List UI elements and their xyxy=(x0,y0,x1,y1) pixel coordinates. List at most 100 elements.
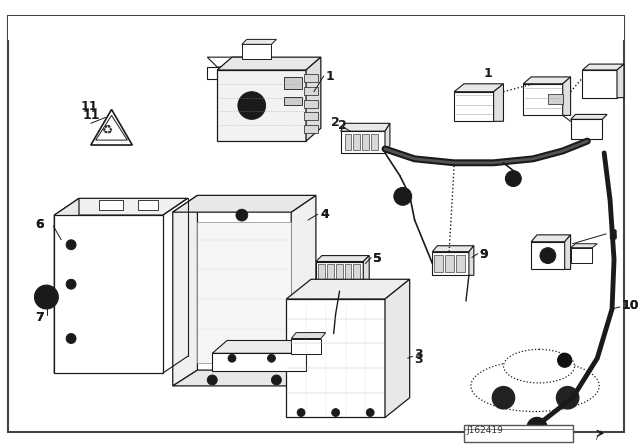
Text: 1: 1 xyxy=(326,70,335,83)
Bar xyxy=(316,262,364,291)
Bar xyxy=(8,16,624,40)
Circle shape xyxy=(532,422,542,432)
Bar xyxy=(571,119,602,139)
Polygon shape xyxy=(493,84,504,121)
Circle shape xyxy=(506,171,521,186)
Polygon shape xyxy=(364,256,369,291)
Polygon shape xyxy=(571,244,597,248)
Circle shape xyxy=(540,248,556,263)
Polygon shape xyxy=(286,279,410,299)
Circle shape xyxy=(228,354,236,362)
Bar xyxy=(340,131,385,153)
Circle shape xyxy=(207,375,217,385)
Polygon shape xyxy=(197,222,291,363)
Circle shape xyxy=(271,375,282,385)
Polygon shape xyxy=(306,57,321,141)
Text: 5: 5 xyxy=(373,252,382,265)
Bar xyxy=(456,254,465,272)
Bar xyxy=(212,353,306,371)
Bar xyxy=(531,242,564,269)
Bar xyxy=(571,248,592,263)
Bar xyxy=(304,125,318,133)
Circle shape xyxy=(244,98,260,113)
Bar xyxy=(207,67,262,79)
Polygon shape xyxy=(173,370,316,386)
Circle shape xyxy=(66,240,76,250)
Circle shape xyxy=(556,386,579,409)
Text: ♻: ♻ xyxy=(102,123,113,136)
Bar xyxy=(362,134,369,150)
Text: ╱: ╱ xyxy=(595,431,600,439)
Polygon shape xyxy=(524,77,571,84)
Text: 11: 11 xyxy=(83,109,100,122)
Polygon shape xyxy=(242,39,276,44)
Polygon shape xyxy=(217,70,306,141)
Text: 9: 9 xyxy=(480,248,488,261)
Circle shape xyxy=(366,409,374,417)
Bar xyxy=(344,264,351,288)
Bar xyxy=(454,92,493,121)
Polygon shape xyxy=(173,195,316,212)
Polygon shape xyxy=(617,64,624,98)
Bar xyxy=(464,426,573,442)
Polygon shape xyxy=(54,198,188,215)
Circle shape xyxy=(394,187,412,205)
Text: 7: 7 xyxy=(36,311,44,324)
Ellipse shape xyxy=(471,360,599,412)
Polygon shape xyxy=(207,57,266,67)
Bar xyxy=(435,254,444,272)
Polygon shape xyxy=(531,235,571,242)
Circle shape xyxy=(492,386,515,409)
Text: 10: 10 xyxy=(622,299,639,312)
Bar xyxy=(304,99,318,108)
Bar xyxy=(284,97,302,104)
Polygon shape xyxy=(469,246,474,276)
Polygon shape xyxy=(96,116,127,140)
Polygon shape xyxy=(454,84,504,92)
Polygon shape xyxy=(212,340,321,353)
Polygon shape xyxy=(316,256,369,262)
Circle shape xyxy=(238,92,266,119)
Polygon shape xyxy=(291,195,316,386)
Circle shape xyxy=(297,409,305,417)
Ellipse shape xyxy=(504,349,575,383)
Circle shape xyxy=(66,279,76,289)
Bar xyxy=(284,77,302,89)
Circle shape xyxy=(527,418,547,437)
Polygon shape xyxy=(564,235,571,269)
Bar xyxy=(582,70,617,98)
Text: 2: 2 xyxy=(331,116,339,129)
Polygon shape xyxy=(385,279,410,418)
Polygon shape xyxy=(582,64,624,70)
Text: 6: 6 xyxy=(36,218,44,231)
Bar xyxy=(353,264,360,288)
Polygon shape xyxy=(563,77,571,116)
Bar xyxy=(304,112,318,121)
Text: 3: 3 xyxy=(415,353,423,366)
Text: 4: 4 xyxy=(321,208,330,221)
Bar xyxy=(344,134,351,150)
Text: 7: 7 xyxy=(36,311,44,324)
Bar xyxy=(371,134,378,150)
Bar xyxy=(138,200,158,210)
Polygon shape xyxy=(91,109,132,145)
Polygon shape xyxy=(54,198,79,373)
Bar xyxy=(548,94,563,103)
Bar xyxy=(433,252,469,276)
Circle shape xyxy=(35,285,58,309)
Polygon shape xyxy=(571,114,607,119)
Bar xyxy=(335,264,342,288)
Circle shape xyxy=(236,209,248,221)
Polygon shape xyxy=(340,123,390,131)
Text: 6: 6 xyxy=(36,218,44,231)
Polygon shape xyxy=(385,123,390,153)
Bar xyxy=(99,200,124,210)
Bar xyxy=(242,44,271,59)
Bar xyxy=(304,87,318,95)
Polygon shape xyxy=(433,246,474,252)
Text: 9: 9 xyxy=(480,248,488,261)
Bar xyxy=(291,339,321,354)
Bar xyxy=(327,264,333,288)
Text: 11: 11 xyxy=(81,99,99,112)
Bar xyxy=(304,74,318,82)
